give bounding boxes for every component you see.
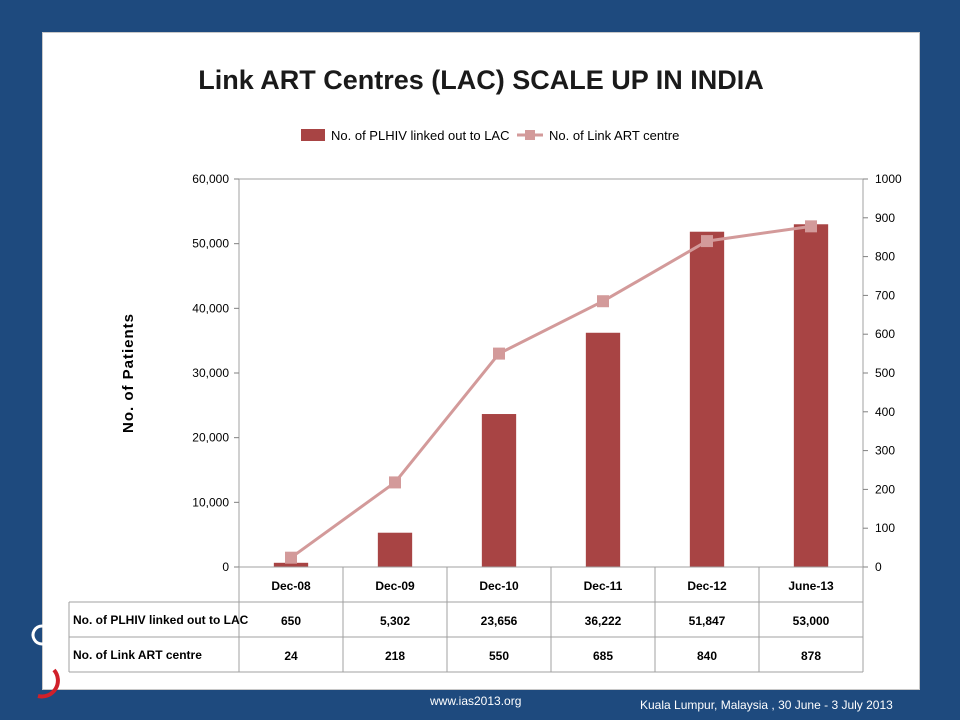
- table-cell: 24: [284, 649, 298, 663]
- line-point-dec-11: [597, 295, 609, 308]
- plot-area: [238, 178, 864, 568]
- y-right-tick-label: 300: [875, 444, 895, 458]
- bar-dec-09: [377, 532, 413, 567]
- line-point-dec-08: [285, 551, 297, 564]
- category-label: Dec-12: [687, 579, 727, 593]
- y-left-tick-label: 50,000: [192, 237, 229, 251]
- table-cell: 51,847: [689, 614, 726, 628]
- y-right-tick-label: 1000: [875, 172, 902, 186]
- legend-bar-label: No. of PLHIV linked out to LAC: [331, 128, 509, 143]
- table-cell: 53,000: [793, 614, 830, 628]
- conference-logo-icon: [20, 620, 60, 705]
- line-point-june-13: [805, 220, 817, 233]
- y-right-tick-label: 700: [875, 288, 895, 302]
- category-label: Dec-10: [479, 579, 519, 593]
- y-left-tick-label: 0: [222, 560, 229, 574]
- y-right-tick-label: 100: [875, 521, 895, 535]
- line-point-dec-12: [701, 235, 713, 248]
- bar-june-13: [793, 224, 829, 567]
- category-label: Dec-11: [584, 579, 623, 593]
- table-cell: 36,222: [585, 614, 622, 628]
- slide-panel: Link ART Centres (LAC) SCALE UP IN INDIA…: [42, 32, 920, 690]
- footer-website: www.ias2013.org: [430, 694, 522, 708]
- bar-dec-12: [689, 231, 725, 568]
- y-right-tick-label: 500: [875, 366, 895, 380]
- table-row-label: No. of Link ART centre: [73, 648, 202, 662]
- y-right-tick-label: 800: [875, 250, 895, 264]
- table-cell: 23,656: [481, 614, 518, 628]
- y-left-tick-label: 10,000: [192, 495, 229, 509]
- line-point-dec-10: [493, 347, 505, 360]
- table-cell: 878: [801, 649, 821, 663]
- bar-dec-10: [481, 414, 517, 567]
- y-right-tick-label: 0: [875, 560, 882, 574]
- legend-line-label: No. of Link ART centre: [549, 128, 679, 143]
- table-cell: 550: [489, 649, 509, 663]
- legend-line-marker: [525, 130, 535, 140]
- category-label: Dec-08: [271, 579, 311, 593]
- footer-venue: Kuala Lumpur, Malaysia , 30 June - 3 Jul…: [640, 698, 893, 712]
- y-right-tick-label: 200: [875, 482, 895, 496]
- y-left-tick-label: 40,000: [192, 301, 229, 315]
- table-cell: 840: [697, 649, 717, 663]
- bar-dec-08: [273, 562, 309, 567]
- y-axis-label: No. of Patients: [120, 313, 137, 433]
- y-right-tick-label: 400: [875, 405, 895, 419]
- table-cell: 218: [385, 649, 405, 663]
- y-right-tick-label: 600: [875, 327, 895, 341]
- line-link-art-centres: [290, 224, 812, 559]
- chart-title: Link ART Centres (LAC) SCALE UP IN INDIA: [198, 65, 764, 95]
- y-left-tick-label: 20,000: [192, 431, 229, 445]
- chart: Link ART Centres (LAC) SCALE UP IN INDIA…: [68, 65, 902, 673]
- category-label: June-13: [788, 579, 834, 593]
- table-cell: 650: [281, 614, 301, 628]
- bar-dec-11: [585, 332, 621, 567]
- table-cell: 5,302: [380, 614, 410, 628]
- line-point-dec-09: [389, 476, 401, 489]
- category-label: Dec-09: [375, 579, 415, 593]
- table-row-label: No. of PLHIV linked out to LAC: [73, 613, 249, 627]
- y-right-tick-label: 900: [875, 211, 895, 225]
- y-left-tick-label: 60,000: [192, 172, 229, 186]
- y-left-tick-label: 30,000: [192, 366, 229, 380]
- legend-bar-swatch: [301, 129, 325, 141]
- table-cell: 685: [593, 649, 613, 663]
